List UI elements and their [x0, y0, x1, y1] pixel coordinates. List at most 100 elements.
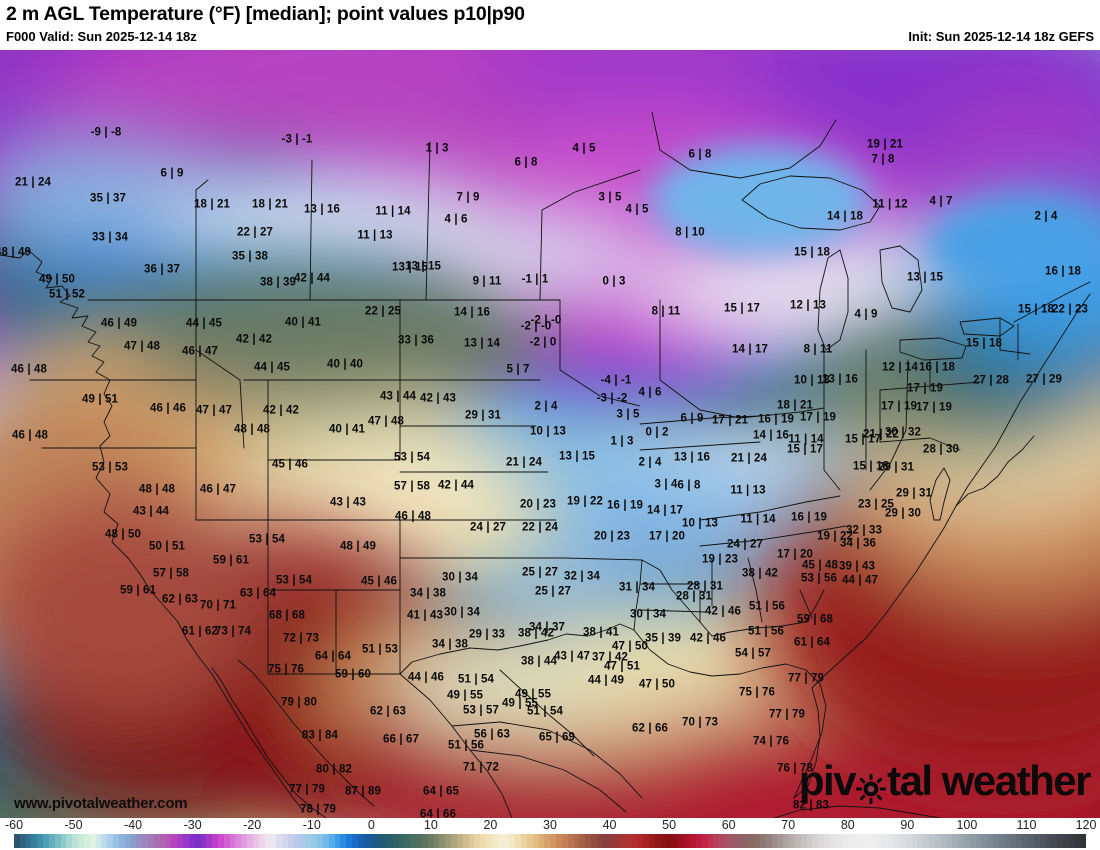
colorbar-cell	[952, 834, 959, 848]
colorbar-cell	[841, 834, 848, 848]
colorbar-cell	[433, 834, 440, 848]
colorbar-cell	[43, 834, 49, 848]
colorbar-cell	[800, 834, 807, 848]
colorbar-cell	[1051, 834, 1058, 848]
colorbar-tick: 30	[543, 818, 557, 832]
colorbar-cell	[276, 834, 283, 848]
colorbar-cell	[346, 834, 353, 848]
page-header: 2 m AGL Temperature (°F) [median]; point…	[0, 0, 1100, 50]
colorbar-cell	[1045, 834, 1052, 848]
colorbar-cell	[387, 834, 393, 848]
colorbar-cell	[229, 834, 236, 848]
colorbar-cell	[1057, 834, 1064, 848]
colorbar-cell	[340, 834, 347, 848]
colorbar-cell	[258, 834, 265, 848]
colorbar-cell	[835, 834, 842, 848]
colorbar-cell	[911, 834, 918, 848]
colorbar-cell	[322, 834, 329, 848]
logo-text-part1: piv	[798, 757, 857, 804]
colorbar-cell	[789, 834, 795, 848]
map-boundaries	[0, 111, 1091, 818]
colorbar-cell	[113, 834, 119, 848]
colorbar-cell	[515, 834, 522, 848]
colorbar-tick: -20	[243, 818, 262, 832]
colorbar-tick: 80	[840, 818, 855, 832]
pivotal-weather-logo: piv	[798, 757, 1091, 804]
colorbar-cell	[818, 834, 825, 848]
colorbar-cell	[60, 834, 67, 848]
colorbar-cell	[748, 834, 755, 848]
colorbar-cell	[672, 834, 679, 848]
colorbar-cell	[142, 834, 149, 848]
colorbar-cell	[993, 834, 999, 848]
colorbar-cell	[66, 834, 73, 848]
colorbar-cell	[742, 834, 749, 848]
colorbar-cell	[503, 834, 510, 848]
colorbar-cell	[89, 834, 96, 848]
colorbar-cell	[439, 834, 446, 848]
colorbar-cell	[474, 834, 481, 848]
colorbar-cell	[655, 834, 661, 848]
colorbar-cell	[981, 834, 988, 848]
colorbar-cell	[311, 834, 318, 848]
colorbar-cell	[270, 834, 277, 848]
colorbar-cell	[305, 834, 312, 848]
colorbar-cell	[130, 834, 137, 848]
colorbar-cell	[410, 834, 417, 848]
colorbar-cell	[736, 834, 743, 848]
colorbar-cell	[1022, 834, 1029, 848]
colorbar-cell	[427, 834, 434, 848]
colorbar-tick: 10	[423, 818, 438, 832]
page-title: 2 m AGL Temperature (°F) [median]; point…	[6, 3, 525, 25]
colorbar-cell	[363, 834, 370, 848]
valid-time-label: F000 Valid: Sun 2025-12-14 18z	[6, 29, 197, 44]
colorbar-cell	[48, 834, 55, 848]
colorbar-tick: -40	[124, 818, 143, 832]
colorbar-cell	[730, 834, 737, 848]
colorbar-cell	[771, 834, 778, 848]
colorbar-cell	[486, 834, 492, 848]
colorbar-cell	[707, 834, 714, 848]
colorbar-cell	[544, 834, 551, 848]
colorbar-cell	[299, 834, 306, 848]
colorbar-cell	[1033, 834, 1040, 848]
colorbar-cell	[806, 834, 813, 848]
temperature-map[interactable]: -9 | -8 -3 | -1 6 | 9 21 | 24 35 | 37 18 | 21…	[0, 50, 1100, 818]
colorbar-cell	[416, 834, 422, 848]
colorbar-gradient[interactable]	[14, 834, 1087, 848]
colorbar-tick: 60	[721, 818, 736, 832]
colorbar-cell	[264, 834, 271, 848]
colorbar-cell	[171, 834, 178, 848]
colorbar-cell	[987, 834, 994, 848]
colorbar-tick: -60	[4, 818, 24, 832]
colorbar-cell	[136, 834, 143, 848]
colorbar-cell	[212, 834, 218, 848]
colorbar-cell	[1016, 834, 1023, 848]
colorbar-cell	[824, 834, 830, 848]
colorbar-cell	[352, 834, 358, 848]
colorbar-cell	[1039, 834, 1046, 848]
colorbar-cell	[19, 834, 26, 848]
colorbar-cell	[334, 834, 341, 848]
colorbar-cell	[923, 834, 930, 848]
colorbar-cell	[567, 834, 574, 848]
colorbar-cell	[660, 834, 667, 848]
colorbar-cell	[859, 834, 865, 848]
colorbar-cell	[31, 834, 38, 848]
colorbar-cell	[421, 834, 428, 848]
colorbar-cell	[392, 834, 399, 848]
colorbar-cell	[54, 834, 61, 848]
colorbar-cell	[783, 834, 790, 848]
colorbar-tick: -50	[64, 818, 83, 832]
colorbar-cell	[287, 834, 294, 848]
colorbar-cell	[725, 834, 731, 848]
colorbar-cell	[608, 834, 615, 848]
colorbar-cell	[188, 834, 195, 848]
colorbar-cell	[765, 834, 772, 848]
colorbar-cell	[217, 834, 224, 848]
gear-sun-icon	[856, 769, 887, 804]
colorbar-cell	[625, 834, 632, 848]
colorbar-cell	[934, 834, 941, 848]
colorbar-cell	[369, 834, 376, 848]
colorbar-cell	[777, 834, 784, 848]
